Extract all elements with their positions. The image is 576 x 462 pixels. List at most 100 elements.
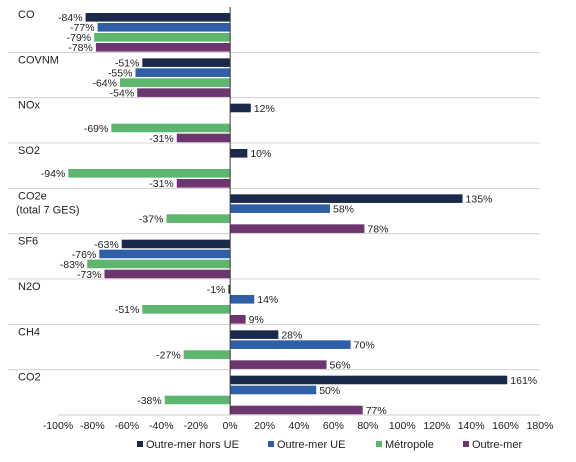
x-tick-label: 180% — [527, 420, 554, 432]
category-label-so2: SO2 — [18, 145, 40, 157]
category-label-co: CO — [18, 9, 35, 21]
legend-label: Outre-mer hors UE — [146, 439, 239, 451]
data-label-co2-outre-mer-hors-ue: 161% — [510, 375, 537, 387]
x-tick-label: 100% — [389, 420, 416, 432]
bar-n2o-outre-mer-hors-ue — [228, 285, 231, 294]
data-label-co2-m-tropole: -38% — [137, 395, 162, 407]
bar-co2e-total-7-ges-outre-mer-hors-ue — [230, 194, 463, 203]
data-label-nox-outre-mer: -31% — [149, 133, 174, 145]
legend: Outre-mer hors UE Outre-mer UE Métropole Ou… — [137, 439, 522, 451]
category-label-n2o: N2O — [18, 281, 41, 293]
bar-ch4-outre-mer-hors-ue — [230, 330, 279, 339]
data-label-covnm-outre-mer-ue: -55% — [108, 67, 133, 79]
bar-co2e-total-7-ges-outre-mer — [230, 224, 365, 233]
data-label-covnm-outre-mer-hors-ue: -51% — [115, 57, 140, 69]
data-label-n2o-outre-mer-hors-ue: -1% — [207, 284, 226, 296]
data-label-ch4-outre-mer-ue: 70% — [354, 339, 375, 351]
data-label-sf6-outre-mer-hors-ue: -63% — [94, 239, 119, 251]
x-tick-label: 80% — [357, 420, 378, 432]
legend-swatch — [137, 441, 143, 447]
x-tick-label: -100% — [43, 420, 73, 432]
bar-n2o-outre-mer — [230, 315, 246, 324]
category-separators — [8, 51, 540, 371]
data-label-nox-outre-mer-hors-ue: 12% — [254, 103, 275, 115]
data-label-so2-outre-mer: -31% — [149, 178, 174, 190]
bar-covnm-outre-mer-ue — [135, 68, 231, 77]
category-label-sf6: SF6 — [18, 236, 38, 248]
data-label-n2o-m-tropole: -51% — [115, 304, 140, 316]
data-label-n2o-outre-mer-ue: 14% — [257, 294, 278, 306]
bar-nox-m-tropole — [111, 123, 231, 133]
legend-item-outre-mer: Outre-mer — [463, 439, 522, 451]
legend-item-m-tropole: Métropole — [376, 439, 434, 451]
category-label-ch4: CH4 — [18, 326, 40, 338]
data-label-co2e-total-7-ges-outre-mer-hors-ue: 135% — [466, 193, 493, 205]
data-label-co-outre-mer: -78% — [68, 42, 93, 54]
bar-co2e-total-7-ges-m-tropole — [166, 214, 231, 223]
bar-co-outre-mer-hors-ue — [85, 13, 231, 22]
data-label-nox-m-tropole: -69% — [84, 123, 109, 135]
data-label-co-m-tropole: -79% — [67, 32, 92, 44]
bar-co-outre-mer-ue — [97, 23, 231, 32]
bar-covnm-outre-mer-hors-ue — [142, 58, 231, 67]
data-label-co2e-total-7-ges-outre-mer-ue: 58% — [333, 203, 354, 215]
bar-co2-m-tropole — [164, 395, 231, 405]
x-tick-label: 60% — [323, 420, 344, 432]
legend-item-outre-mer-hors-ue: Outre-mer hors UE — [137, 439, 239, 451]
data-label-ch4-outre-mer-hors-ue: 28% — [281, 329, 302, 341]
bar-nox-outre-mer — [176, 133, 231, 143]
data-label-so2-outre-mer-hors-ue: 10% — [250, 148, 271, 160]
data-label-co-outre-mer-ue: -77% — [70, 22, 95, 34]
bar-co2-outre-mer — [230, 405, 363, 415]
data-label-so2-m-tropole: -94% — [41, 168, 66, 180]
category-label-co2e-total-7-ges: CO2e (total 7 GES) — [16, 190, 80, 216]
bar-co2e-total-7-ges-outre-mer-ue — [230, 204, 330, 213]
bar-co-m-tropole — [94, 33, 231, 42]
bar-ch4-outre-mer — [230, 360, 327, 369]
bar-sf6-outre-mer-ue — [99, 249, 231, 259]
bar-ch4-m-tropole — [183, 350, 231, 359]
x-tick-label: -20% — [183, 420, 208, 432]
bar-nox-outre-mer-hors-ue — [230, 103, 251, 113]
bars-layer — [68, 13, 508, 415]
x-tick-label: 20% — [254, 420, 275, 432]
legend-label: Outre-mer UE — [277, 439, 345, 451]
data-label-ch4-outre-mer: 56% — [330, 359, 351, 371]
x-tick-label: 140% — [458, 420, 485, 432]
bar-sf6-outre-mer-hors-ue — [121, 239, 231, 249]
data-label-co2e-total-7-ges-m-tropole: -37% — [139, 213, 164, 225]
bar-covnm-outre-mer — [137, 88, 231, 97]
legend-swatch — [463, 441, 469, 447]
x-tick-label: -40% — [149, 420, 174, 432]
bar-sf6-outre-mer — [104, 269, 231, 279]
x-tick-label: -80% — [80, 420, 105, 432]
legend-label: Outre-mer — [472, 439, 522, 451]
legend-swatch — [376, 441, 382, 447]
category-label-nox: NOx — [18, 100, 41, 112]
data-label-co2e-total-7-ges-outre-mer: 78% — [367, 223, 388, 235]
bar-so2-outre-mer — [176, 179, 231, 188]
bar-covnm-m-tropole — [119, 78, 231, 87]
legend-label: Métropole — [385, 439, 434, 451]
x-axis: -100% -80% -60% -40% -20% 0% 20% 40% 60% 80% 100% 1… — [43, 414, 554, 432]
x-tick-label: 40% — [288, 420, 309, 432]
bar-sf6-m-tropole — [87, 259, 231, 269]
bar-co2-outre-mer-hors-ue — [230, 375, 508, 385]
x-tick-label: 160% — [492, 420, 519, 432]
x-tick-label: -60% — [115, 420, 140, 432]
bar-so2-m-tropole — [68, 169, 231, 178]
data-label-sf6-outre-mer-ue: -76% — [72, 249, 97, 261]
category-labels-layer: CO COVNM NOx SO2 CO2e (total 7 GES) SF6 N2O CH4 C… — [16, 9, 80, 384]
data-label-covnm-m-tropole: -64% — [92, 77, 117, 89]
value-labels-layer: -84%-77%-79%-78%-51%-55%-64%-54%12%-69%-… — [41, 12, 537, 417]
data-label-co2-outre-mer-ue: 50% — [319, 385, 340, 397]
bar-ch4-outre-mer-ue — [230, 340, 351, 349]
data-label-co2-outre-mer: 77% — [366, 405, 387, 417]
data-label-ch4-m-tropole: -27% — [156, 349, 181, 361]
x-tick-label: 120% — [423, 420, 450, 432]
data-label-sf6-m-tropole: -83% — [60, 259, 85, 271]
data-label-covnm-outre-mer: -54% — [110, 87, 135, 99]
category-label-co2: CO2 — [18, 372, 41, 384]
x-tick-label: 0% — [223, 420, 238, 432]
